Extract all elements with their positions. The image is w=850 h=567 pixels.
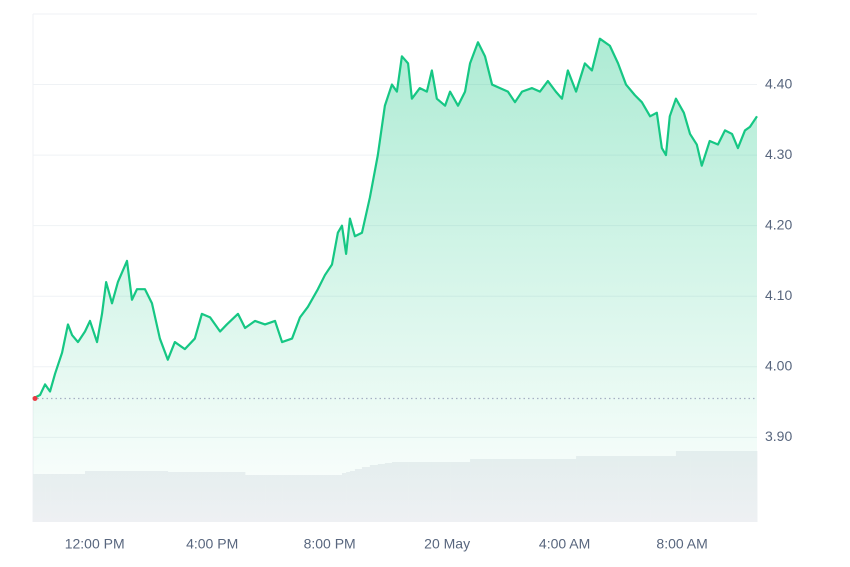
y-tick-label: 4.40 bbox=[765, 75, 792, 91]
y-tick-label: 3.90 bbox=[765, 428, 792, 444]
x-tick-label: 20 May bbox=[424, 536, 470, 552]
y-tick-label: 4.10 bbox=[765, 287, 792, 303]
x-tick-label: 12:00 PM bbox=[65, 536, 125, 552]
price-line bbox=[32, 37, 758, 400]
area-fill bbox=[33, 38, 757, 522]
y-tick-label: 4.20 bbox=[765, 216, 792, 232]
x-tick-label: 8:00 AM bbox=[656, 536, 707, 552]
x-tick-label: 4:00 PM bbox=[186, 536, 238, 552]
x-tick-label: 8:00 PM bbox=[304, 536, 356, 552]
y-tick-label: 4.30 bbox=[765, 146, 792, 162]
x-tick-label: 4:00 AM bbox=[539, 536, 590, 552]
volume-bar bbox=[757, 451, 758, 522]
baseline-start bbox=[32, 396, 38, 402]
y-tick-label: 4.00 bbox=[765, 357, 792, 373]
